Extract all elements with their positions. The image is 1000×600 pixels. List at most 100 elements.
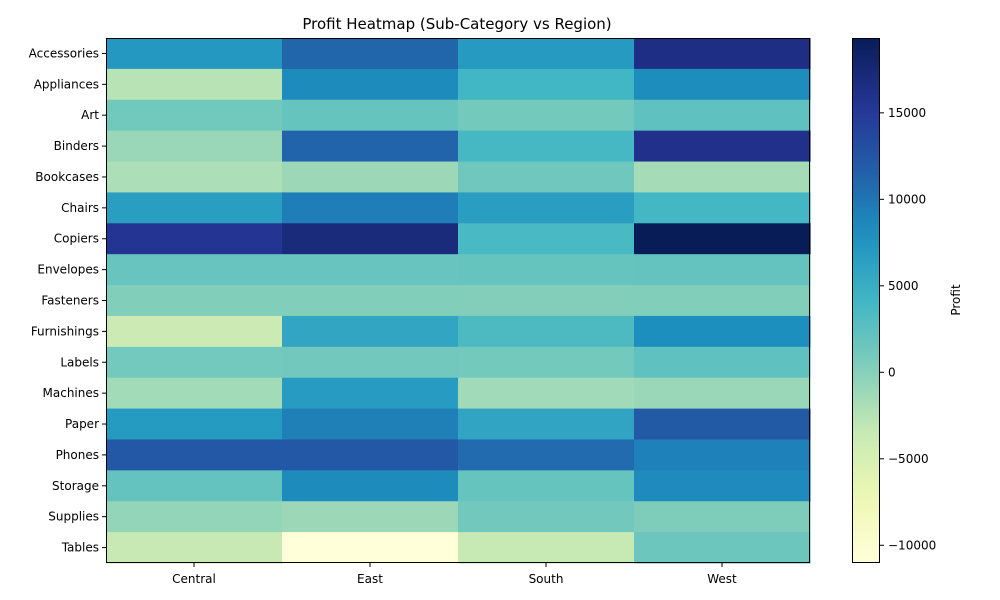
heatmap-cell: [634, 68, 811, 101]
heatmap-cell: [458, 346, 635, 379]
heatmap-cell: [634, 254, 811, 286]
heatmap-cell: [458, 532, 635, 564]
heatmap-cell: [282, 346, 459, 379]
heatmap-cell: [106, 470, 283, 502]
heatmap-cell: [634, 377, 811, 410]
heatmap-cell: [106, 377, 283, 410]
heatmap-cell: [282, 99, 459, 132]
heatmap-cell: [282, 192, 459, 224]
y-tick-label: Supplies: [48, 510, 99, 524]
colorbar-gradient: [852, 38, 880, 563]
heatmap-cell: [106, 192, 283, 224]
y-tick-label: Appliances: [34, 77, 99, 91]
heatmap-cell: [458, 38, 635, 70]
heatmap-cell: [634, 470, 811, 502]
heatmap-cell: [282, 532, 459, 564]
heatmap-cell: [282, 285, 459, 317]
heatmap-cell: [634, 532, 811, 564]
colorbar-tick-label: 0: [888, 365, 896, 379]
heatmap-cell: [282, 501, 459, 533]
heatmap-cell: [634, 315, 811, 348]
heatmap-cell: [106, 408, 283, 441]
heatmap-cell: [634, 285, 811, 317]
y-tick-label: Labels: [60, 355, 99, 369]
heatmap-cell: [458, 408, 635, 441]
heatmap-cell: [282, 377, 459, 410]
y-tick-label: Copiers: [54, 232, 99, 246]
y-tick-label: Accessories: [29, 46, 99, 60]
heatmap-cell: [282, 408, 459, 441]
heatmap-cell: [282, 130, 459, 163]
heatmap-cell: [634, 346, 811, 379]
heatmap-cell: [282, 315, 459, 348]
heatmap-cell: [282, 254, 459, 286]
x-tick-label: West: [707, 572, 737, 586]
heatmap-cell: [106, 68, 283, 101]
heatmap-cell: [106, 501, 283, 533]
heatmap-cell: [634, 161, 811, 194]
heatmap-cell: [106, 439, 283, 471]
y-tick-label: Bookcases: [35, 170, 99, 184]
heatmap-cell: [634, 439, 811, 471]
heatmap-cell: [106, 161, 283, 194]
y-tick-label: Paper: [65, 417, 99, 431]
heatmap-cell: [106, 315, 283, 348]
y-tick-label: Phones: [56, 448, 99, 462]
heatmap-cell: [106, 346, 283, 379]
x-axis: Central East South West: [172, 563, 737, 586]
heatmap-cell: [458, 161, 635, 194]
colorbar-tick-label: −10000: [888, 538, 936, 552]
heatmap-cell: [282, 38, 459, 70]
y-tick-label: Binders: [54, 139, 99, 153]
heatmap-cell: [106, 223, 283, 255]
colorbar-tick-label: 5000: [888, 279, 919, 293]
heatmap-cell: [282, 439, 459, 471]
colorbar-tick-label: −5000: [888, 452, 929, 466]
y-tick-label: Storage: [52, 479, 99, 493]
heatmap-cell: [282, 223, 459, 255]
heatmap-cell: [458, 254, 635, 286]
heatmap-cell: [634, 192, 811, 224]
colorbar: −10000 −5000 0 5000 10000 15000 Profit: [852, 38, 963, 563]
heatmap-cell: [458, 470, 635, 502]
y-tick-label: Chairs: [61, 201, 99, 215]
heatmap-cell: [106, 130, 283, 163]
chart-title: Profit Heatmap (Sub-Category vs Region): [302, 15, 611, 33]
heatmap-cell: [458, 377, 635, 410]
colorbar-tick-label: 15000: [888, 106, 926, 120]
heatmap-cell: [634, 408, 811, 441]
y-tick-label: Art: [81, 108, 99, 122]
heatmap-cell: [106, 99, 283, 132]
y-tick-label: Fasteners: [41, 294, 99, 308]
heatmap-cell: [634, 130, 811, 163]
y-axis: Accessories Appliances Art Binders Bookcases…: [29, 46, 106, 555]
x-tick-label: East: [357, 572, 383, 586]
y-tick-label: Envelopes: [37, 263, 99, 277]
y-tick-label: Furnishings: [31, 324, 99, 338]
y-tick-label: Machines: [43, 386, 99, 400]
colorbar-tick-label: 10000: [888, 192, 926, 206]
heatmap-cell: [106, 532, 283, 564]
heatmap-cell: [458, 501, 635, 533]
heatmap-cell: [458, 99, 635, 132]
heatmap-cell: [634, 99, 811, 132]
x-tick-label: Central: [172, 572, 216, 586]
heatmap-cell: [458, 285, 635, 317]
heatmap-cell: [282, 68, 459, 101]
colorbar-label: Profit: [949, 284, 963, 316]
heatmap-cell: [458, 315, 635, 348]
heatmap-cell: [634, 501, 811, 533]
heatmap-cell: [458, 68, 635, 101]
heatmap-frame: [106, 38, 810, 563]
heatmap-cell: [106, 254, 283, 286]
heatmap-cell: [458, 130, 635, 163]
heatmap-cell: [634, 223, 811, 255]
heatmap-cell: [106, 285, 283, 317]
heatmap-cell: [106, 38, 283, 70]
y-tick-label: Tables: [61, 541, 99, 555]
x-tick-label: South: [529, 572, 564, 586]
heatmap-cell: [634, 38, 811, 70]
heatmap-cell: [282, 470, 459, 502]
heatmap-cell: [282, 161, 459, 194]
